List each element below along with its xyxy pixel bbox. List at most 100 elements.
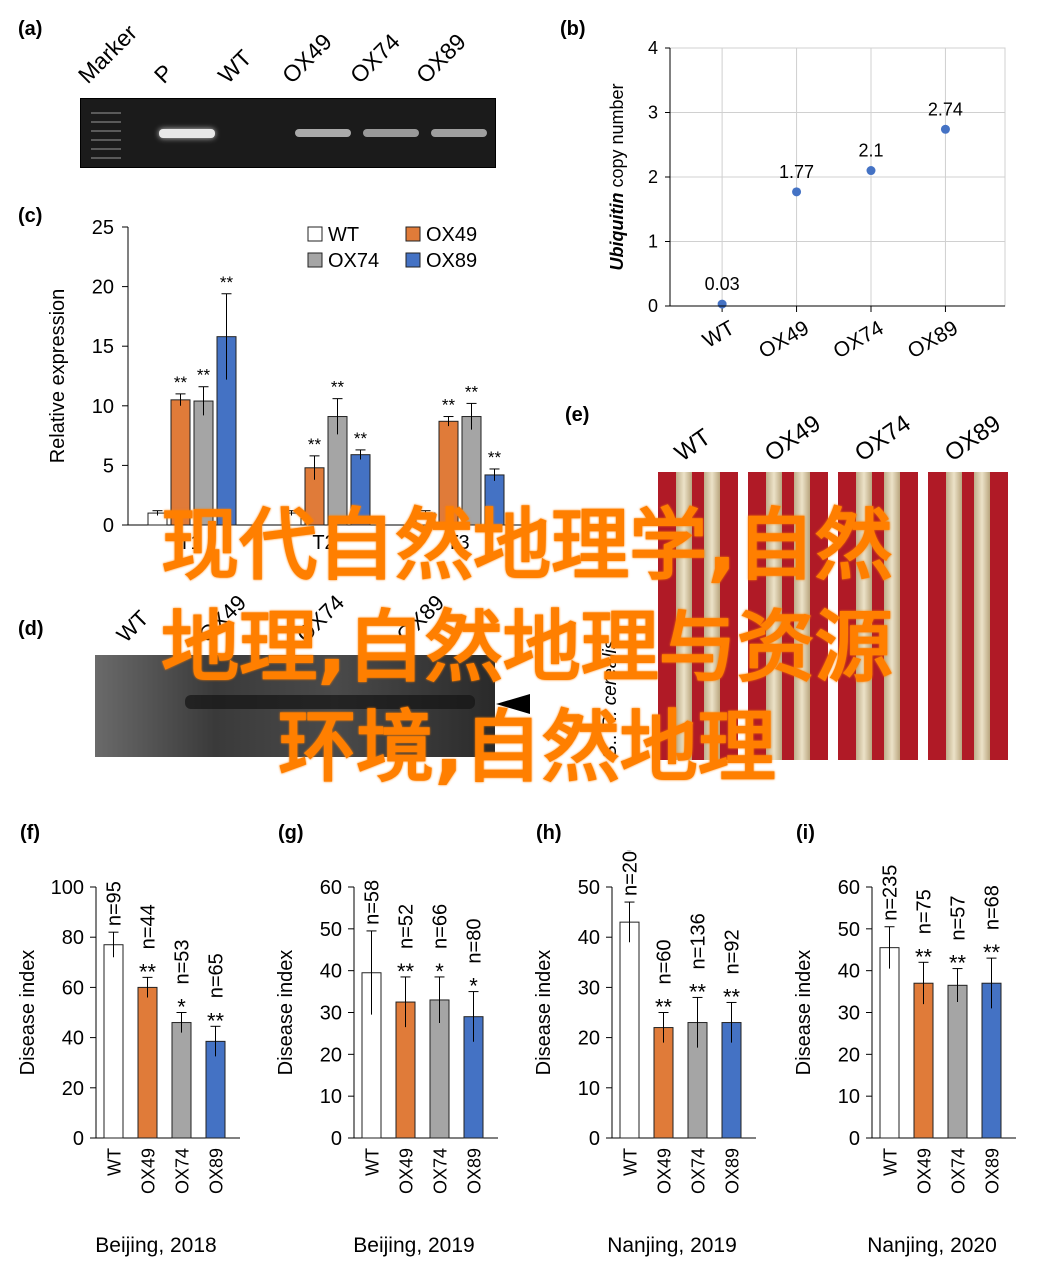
y-axis-label: Disease index xyxy=(275,950,297,1076)
gel-image-a xyxy=(80,98,496,168)
significance-label: ** xyxy=(220,273,234,292)
x-tick-label: T2 xyxy=(312,532,335,554)
panel-label: (i) xyxy=(796,822,815,844)
disease-index-chart: 0 20 40 60 80 100 Disease index WT n=95 OX49 ** n=4… xyxy=(17,877,240,1257)
data-point xyxy=(866,166,876,176)
y-tick-label: 10 xyxy=(578,1078,600,1100)
panel-a-label: (a) xyxy=(18,18,43,40)
sample-size-label: n=53 xyxy=(172,939,194,984)
x-tick-label: OX89 xyxy=(723,1148,743,1194)
band-ox49 xyxy=(295,129,351,137)
panel-label: (h) xyxy=(536,822,562,844)
significance-label: ** xyxy=(655,995,673,1020)
stem-photo xyxy=(658,472,738,760)
wheat-stem xyxy=(974,472,990,760)
y-tick-label: 20 xyxy=(92,277,114,299)
legend-label: OX74 xyxy=(328,250,379,272)
lane-label: OX89 xyxy=(410,28,471,89)
wheat-stem xyxy=(794,472,810,760)
significance-label: ** xyxy=(139,959,157,984)
significance-label: ** xyxy=(397,959,415,984)
significance-label: ** xyxy=(949,951,967,976)
legend-swatch xyxy=(307,226,323,242)
lane-label: P xyxy=(148,59,179,89)
x-tick-label: OX74 xyxy=(689,1148,709,1194)
y-tick-label: 25 xyxy=(92,217,114,239)
y-tick-label: 50 xyxy=(578,877,600,899)
sample-size-label: n=57 xyxy=(948,896,970,941)
x-tick-label: OX49 xyxy=(655,1148,675,1194)
marker-ladder xyxy=(91,105,121,161)
bar xyxy=(619,921,640,1139)
x-tick-label: OX49 xyxy=(915,1148,935,1194)
y-tick-label: 40 xyxy=(62,1028,84,1050)
legend-swatch xyxy=(405,252,421,268)
x-tick-label: OX49 xyxy=(139,1148,159,1194)
x-tick-label: OX89 xyxy=(983,1148,1003,1194)
significance-label: ** xyxy=(354,429,368,448)
data-point xyxy=(792,187,802,197)
y-tick-label: 20 xyxy=(62,1078,84,1100)
y-tick-label: 1 xyxy=(648,232,658,252)
y-axis-label-rest: copy number xyxy=(607,83,627,192)
y-tick-label: 40 xyxy=(578,927,600,949)
wheat-stem xyxy=(676,472,692,760)
sample-size-label: n=200 xyxy=(620,850,642,896)
y-tick-label: 100 xyxy=(51,877,84,899)
panel-c-label: (c) xyxy=(18,205,43,227)
y-tick-label: 10 xyxy=(838,1086,860,1108)
sample-size-label: n=66 xyxy=(430,904,452,949)
bar xyxy=(913,982,934,1139)
bar xyxy=(103,944,124,1139)
bar xyxy=(879,947,900,1139)
y-tick-label: 0 xyxy=(849,1128,860,1150)
sample-size-label: n=136 xyxy=(688,913,710,969)
band-p xyxy=(159,129,215,138)
y-axis-label: Relative expression xyxy=(47,289,69,464)
significance-label: * xyxy=(469,974,478,999)
significance-label: ** xyxy=(689,979,707,1004)
data-label: 0.03 xyxy=(705,274,740,294)
legend-label: OX49 xyxy=(426,224,477,246)
column-label: OX74 xyxy=(849,409,916,468)
sample-size-label: n=75 xyxy=(914,889,936,934)
data-label: 2.74 xyxy=(928,99,963,119)
wheat-stem xyxy=(856,472,872,760)
y-tick-label: 30 xyxy=(578,977,600,999)
watermark-line-1: 现代自然地理学,自然 xyxy=(161,501,893,591)
blot-band xyxy=(185,695,475,709)
band-ox89 xyxy=(431,129,487,137)
panel-label: (g) xyxy=(278,822,304,844)
x-tick-label: OX74 xyxy=(949,1148,969,1194)
y-tick-label: 80 xyxy=(62,927,84,949)
wheat-stem xyxy=(766,472,782,760)
lane-label: Marker xyxy=(72,19,142,89)
lane-label: OX74 xyxy=(344,28,405,89)
y-tick-label: 60 xyxy=(838,877,860,899)
legend-label: OX89 xyxy=(426,250,477,272)
y-tick-label: 0 xyxy=(648,296,658,316)
y-tick-label: 50 xyxy=(838,919,860,941)
y-tick-label: 4 xyxy=(648,38,658,58)
wheat-stem xyxy=(704,472,720,760)
x-tick-label: WT xyxy=(621,1148,641,1176)
significance-label: ** xyxy=(723,984,741,1009)
y-tick-label: 0 xyxy=(73,1128,84,1150)
y-tick-label: 20 xyxy=(320,1044,342,1066)
y-tick-label: 10 xyxy=(92,396,114,418)
significance-label: ** xyxy=(983,940,1001,965)
column-label: WT xyxy=(669,423,716,468)
y-axis-label: Disease index xyxy=(17,950,39,1076)
x-tick-label: WT xyxy=(881,1148,901,1176)
disease-index-chart: 0 10 20 30 40 50 Disease index WT n=200 OX49 ** n=6… xyxy=(533,850,756,1257)
x-tick-label: OX74 xyxy=(173,1148,193,1194)
significance-label: ** xyxy=(308,435,322,454)
significance-label: ** xyxy=(174,373,188,392)
y-tick-label: 0 xyxy=(103,515,114,537)
sample-size-label: n=235 xyxy=(880,865,902,921)
y-tick-label: 50 xyxy=(320,919,342,941)
x-axis-label: Nanjing, 2019 xyxy=(607,1234,737,1257)
x-axis-label: Nanjing, 2020 xyxy=(867,1234,997,1257)
sample-size-label: n=58 xyxy=(362,880,384,925)
